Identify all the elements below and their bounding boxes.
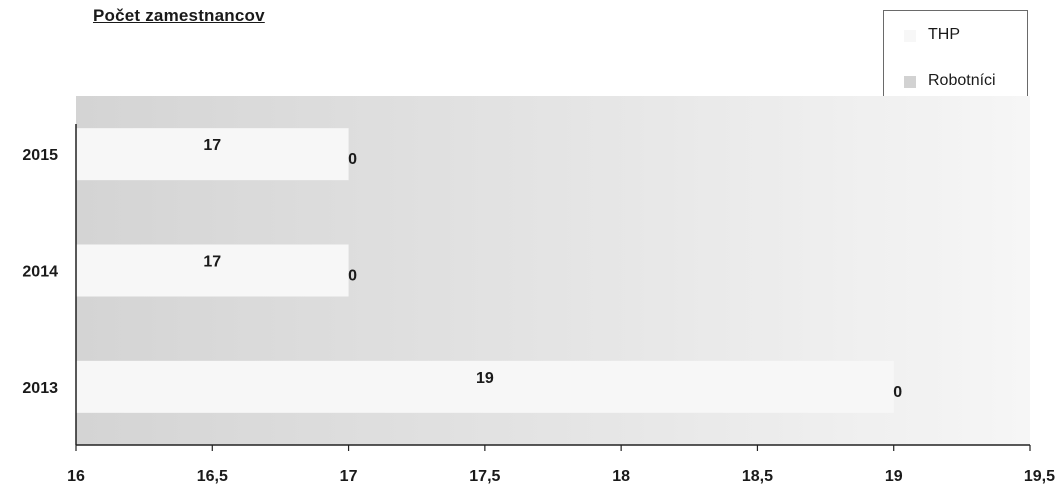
data-label-robotnici-2015: 0 (348, 151, 357, 168)
x-tick-label-3: 17,5 (469, 468, 500, 485)
legend-swatch-thp (904, 30, 916, 42)
bar-thp-2014 (76, 244, 349, 297)
chart-title: Počet zamestnancov (93, 6, 265, 25)
y-tick-label-2014: 2014 (22, 264, 58, 281)
data-label-thp-2014: 17 (203, 254, 221, 271)
data-label-thp-2013: 19 (476, 370, 494, 387)
y-tick-label-2013: 2013 (22, 380, 58, 397)
legend-swatch-robotnici (904, 76, 916, 88)
x-tick-label-0: 16 (67, 468, 85, 485)
y-tick-label-2015: 2015 (22, 147, 58, 164)
chart-legend: THP Robotníci (883, 10, 1028, 103)
bar-thp-2015 (76, 128, 349, 181)
x-tick-label-5: 18,5 (742, 468, 773, 485)
legend-label-robotnici: Robotníci (928, 72, 996, 89)
x-tick-label-4: 18 (612, 468, 630, 485)
x-tick-label-2: 17 (340, 468, 358, 485)
data-label-thp-2015: 17 (203, 137, 221, 154)
x-tick-label-1: 16,5 (197, 468, 228, 485)
x-tick-label-7: 19,5 (1024, 468, 1055, 485)
data-label-robotnici-2013: 0 (893, 384, 902, 401)
x-tick-label-6: 19 (885, 468, 903, 485)
data-label-robotnici-2014: 0 (348, 268, 357, 285)
bar-thp-2013 (76, 360, 894, 413)
legend-label-thp: THP (928, 26, 960, 43)
